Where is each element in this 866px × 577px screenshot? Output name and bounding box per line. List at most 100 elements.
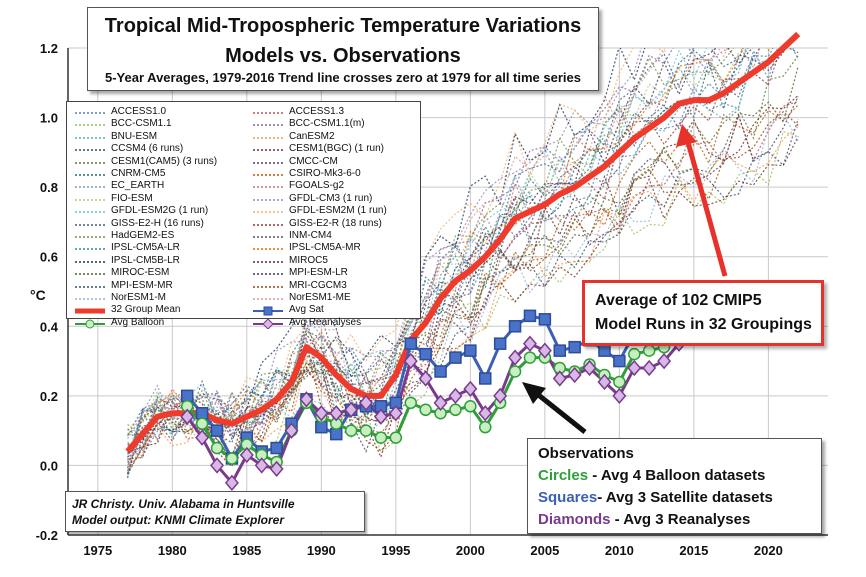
legend-label: IPSL-CM5A-MR (289, 242, 361, 254)
legend-label: CESM1(BGC) (1 run) (289, 143, 385, 155)
credit-line2: Model output: KNMI Climate Explorer (72, 513, 285, 527)
legend-swatch (253, 211, 283, 213)
legend-square (263, 306, 273, 316)
legend-label: 32 Group Mean (111, 304, 181, 316)
observations-row-satellite: Squares- Avg 3 Satellite datasets (538, 487, 821, 509)
square-marker (210, 424, 224, 437)
legend-label: NorESM1-M (111, 292, 167, 303)
diamond-marker (299, 391, 314, 408)
model-line (127, 48, 747, 452)
legend-swatch (75, 211, 105, 213)
square-marker (315, 420, 328, 434)
legend-swatch (253, 285, 283, 288)
legend-swatch (253, 318, 283, 329)
diamond-marker (493, 387, 508, 405)
square-marker (195, 407, 209, 420)
diamond-marker (448, 387, 463, 405)
legend-label: IPSL-CM5A-LR (111, 242, 180, 254)
x-tick-label: 1990 (307, 543, 336, 558)
model-line (127, 48, 716, 461)
legend-label: ACCESS1.0 (111, 106, 167, 117)
diamond-marker (403, 352, 418, 370)
model-line (127, 136, 799, 475)
y-tick-label: 1.0 (40, 111, 58, 126)
y-tick-label: 0.6 (40, 250, 58, 265)
legend-label: FGOALS-g2 (289, 180, 345, 192)
legend-swatch (75, 174, 105, 176)
title-box: Tropical Mid-Tropospheric Temperature Va… (87, 7, 599, 91)
diamond-marker (657, 352, 672, 370)
diamond-marker (254, 457, 269, 474)
diamond-marker (224, 474, 239, 491)
circle-marker (464, 400, 477, 413)
diamond-marker (239, 446, 254, 464)
legend-label: IPSL-CM5B-LR (111, 254, 180, 266)
legend-label: BCC-CSM1.1 (111, 118, 172, 130)
legend-swatch (75, 124, 105, 127)
model-line (127, 48, 744, 479)
legend-swatch (75, 261, 105, 263)
diamond-marker (463, 380, 478, 398)
observations-box: Observations Circles - Avg 4 Balloon dat… (527, 438, 822, 534)
circle-marker (613, 375, 626, 389)
diamond-marker (388, 405, 403, 422)
model-mean-callout: Average of 102 CMIP5 Model Runs in 32 Gr… (582, 280, 824, 346)
legend-label: CCSM4 (6 runs) (111, 143, 184, 155)
x-tick-label: 2010 (605, 543, 634, 558)
diamond-marker (567, 366, 582, 384)
diamond-marker (210, 457, 225, 474)
legend-swatch (75, 248, 105, 251)
circle-marker (344, 424, 358, 437)
square-marker (434, 365, 447, 378)
legend-label: FIO-ESM (111, 192, 153, 204)
square-marker (180, 389, 194, 403)
circle-marker (225, 452, 239, 465)
legend-swatch (75, 137, 105, 139)
diamond-marker (269, 460, 284, 478)
circle-marker (389, 431, 403, 444)
x-tick-label: 2000 (456, 543, 485, 558)
circle-marker (508, 365, 522, 378)
chart-title-line2: Models vs. Observations (225, 45, 461, 67)
square-marker (553, 344, 567, 357)
callout-arrow-head (676, 124, 697, 147)
model-line (127, 118, 799, 462)
legend-swatch (253, 149, 283, 151)
legend-label: NorESM1-ME (289, 292, 351, 303)
observations-row-reanalyses: Diamonds - Avg 3 Reanalyses (538, 509, 821, 531)
chart-title-line1: Tropical Mid-Tropospheric Temperature Va… (104, 15, 582, 37)
model-line (127, 48, 646, 471)
model-line (127, 112, 799, 440)
legend-swatch (253, 174, 283, 176)
legend-swatch (253, 261, 283, 263)
diamond-marker (552, 370, 567, 387)
observations-key: Squares (538, 489, 598, 506)
square-marker (568, 340, 581, 354)
x-tick-label: 1985 (232, 543, 261, 558)
circle-marker (374, 431, 388, 444)
x-tick-label: 1975 (83, 543, 112, 558)
legend-swatch (75, 161, 105, 164)
diamond-marker (642, 359, 657, 377)
square-marker (538, 313, 552, 326)
legend-swatch (75, 319, 105, 329)
legend-swatch (253, 236, 283, 238)
credit-box: JR Christy. Univ. Alabama in Huntsville … (65, 491, 365, 532)
observations-desc: - Avg 3 Reanalyses (610, 511, 751, 528)
circle-marker (642, 344, 656, 357)
legend-label: BNU-ESM (111, 130, 158, 142)
legend-label: MPI-ESM-MR (111, 279, 173, 291)
legend-label: EC_EARTH (111, 180, 165, 192)
legend-swatch (75, 186, 105, 189)
callout-arrow-line (685, 141, 728, 277)
legend-swatch (75, 285, 105, 288)
observations-heading: Observations (538, 445, 634, 462)
diamond-marker (418, 370, 433, 387)
observations-arrow-line (534, 391, 587, 434)
y-tick-label: 0.0 (40, 458, 58, 473)
legend-label: HadGEM2-ES (111, 230, 175, 241)
model-line (127, 48, 725, 459)
y-tick-label: -0.2 (36, 528, 58, 543)
diamond-marker (359, 394, 374, 411)
circle-marker (210, 441, 224, 455)
